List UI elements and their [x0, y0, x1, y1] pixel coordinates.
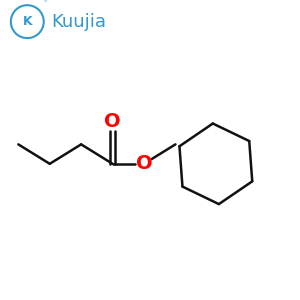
Text: O: O — [104, 112, 121, 131]
Text: °: ° — [44, 1, 47, 7]
Text: O: O — [136, 154, 152, 173]
Text: K: K — [22, 15, 32, 28]
Text: Kuujia: Kuujia — [51, 13, 106, 31]
